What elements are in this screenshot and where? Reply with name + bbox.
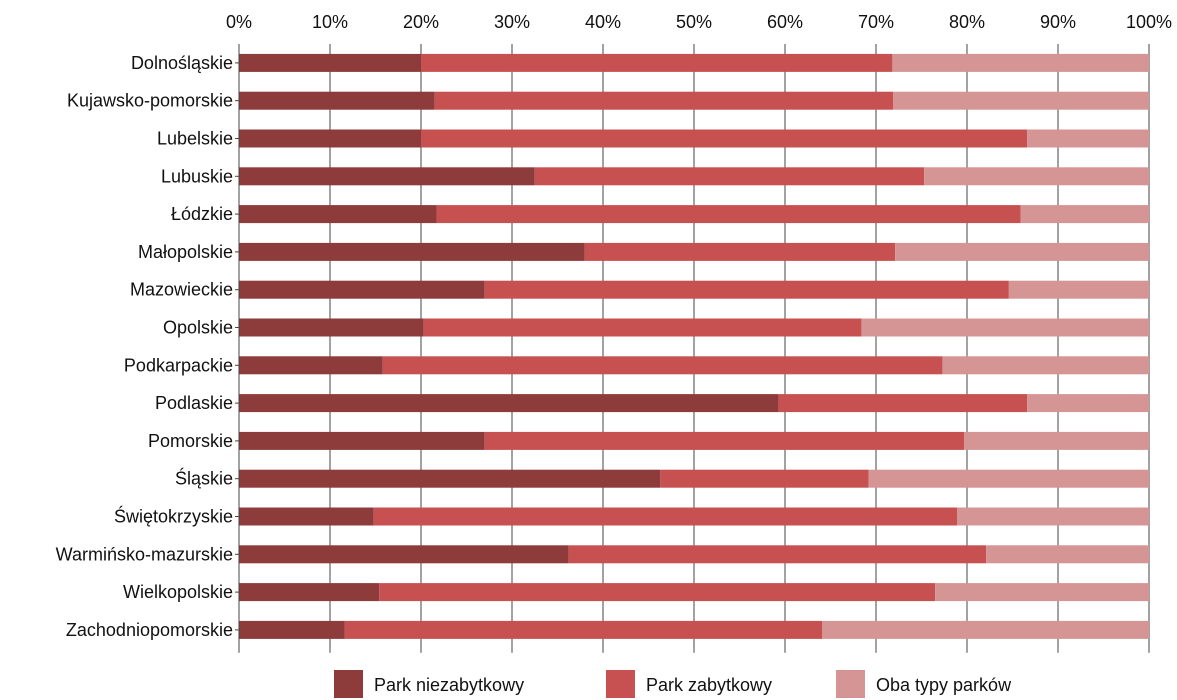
bar-segment	[239, 53, 421, 72]
category-label: Dolnośląskie	[131, 53, 233, 73]
bar-segment	[239, 167, 535, 186]
bar-segment	[956, 507, 1149, 526]
bars	[239, 53, 1149, 639]
x-tick-label: 60%	[767, 12, 803, 32]
category-label: Mazowieckie	[130, 280, 233, 300]
bar-segment	[1027, 394, 1149, 413]
bar-segment	[986, 545, 1149, 564]
bar-segment	[239, 583, 380, 602]
category-label: Świętokrzyskie	[114, 506, 233, 527]
bar-segment	[778, 394, 1028, 413]
bar-segment	[239, 620, 345, 639]
bar-segment	[935, 583, 1149, 602]
x-tick-label: 80%	[949, 12, 985, 32]
legend-swatch	[334, 670, 363, 698]
category-label: Łódzkie	[171, 204, 233, 224]
x-tick-label: 50%	[676, 12, 712, 32]
bar-segment	[1020, 205, 1149, 224]
x-tick-labels: 0% 10% 20% 30% 40% 50% 60% 70% 80% 90% 100%	[226, 12, 1172, 32]
bar-segment	[1027, 129, 1149, 148]
bar-segment	[822, 620, 1149, 639]
category-label: Warmińsko-mazurskie	[56, 544, 233, 564]
bar-segment	[484, 280, 1009, 299]
x-tick-label: 30%	[494, 12, 530, 32]
legend-label: Park zabytkowy	[646, 675, 772, 695]
bar-segment	[584, 242, 896, 261]
category-label: Zachodniopomorskie	[66, 620, 233, 640]
bar-segment	[239, 507, 374, 526]
bar-segment	[379, 583, 936, 602]
category-label: Podkarpackie	[124, 355, 233, 375]
bar-segment	[239, 318, 424, 337]
bar-segment	[434, 91, 894, 110]
bar-segment	[893, 91, 1149, 110]
category-labels: Dolnośląskie Kujawsko-pomorskie Lubelskie L…	[56, 53, 233, 640]
bar-segment	[924, 167, 1149, 186]
legend: Park niezabytkowy Park zabytkowy Oba typy …	[334, 670, 1012, 698]
bar-segment	[344, 620, 823, 639]
x-tick-label: 20%	[403, 12, 439, 32]
bar-segment	[239, 356, 383, 375]
legend-swatch	[836, 670, 865, 698]
bar-segment	[373, 507, 957, 526]
bar-segment	[423, 318, 862, 337]
bar-segment	[568, 545, 987, 564]
x-tick-label: 40%	[585, 12, 621, 32]
bar-segment	[942, 356, 1149, 375]
bar-segment	[421, 129, 1028, 148]
bar-segment	[239, 205, 437, 224]
bar-segment	[239, 431, 485, 450]
category-label: Małopolskie	[138, 242, 233, 262]
bar-segment	[239, 242, 585, 261]
bar-segment	[239, 545, 569, 564]
bar-segment	[861, 318, 1149, 337]
bar-segment	[868, 469, 1149, 488]
bar-segment	[239, 91, 435, 110]
legend-label: Park niezabytkowy	[374, 675, 524, 695]
bar-segment	[239, 469, 661, 488]
category-label: Wielkopolskie	[123, 582, 233, 602]
bar-segment	[660, 469, 869, 488]
category-label: Lubuskie	[161, 166, 233, 186]
bar-segment	[1008, 280, 1149, 299]
category-label: Pomorskie	[148, 431, 233, 451]
bar-segment	[534, 167, 925, 186]
bar-segment	[484, 431, 965, 450]
bar-segment	[964, 431, 1149, 450]
x-tick-label: 100%	[1126, 12, 1172, 32]
category-label: Podlaskie	[155, 393, 233, 413]
category-label: Lubelskie	[157, 129, 233, 149]
category-label: Opolskie	[163, 318, 233, 338]
category-label: Śląskie	[175, 468, 233, 489]
bar-segment	[239, 394, 779, 413]
bar-segment	[892, 53, 1149, 72]
bar-segment	[436, 205, 1021, 224]
category-label: Kujawsko-pomorskie	[67, 91, 233, 111]
bar-segment	[895, 242, 1149, 261]
bar-segment	[239, 129, 421, 148]
x-tick-label: 90%	[1040, 12, 1076, 32]
bar-segment	[239, 280, 485, 299]
x-tick-label: 70%	[858, 12, 894, 32]
axes	[235, 44, 240, 649]
legend-swatch	[606, 670, 635, 698]
bar-segment	[421, 53, 893, 72]
x-tick-label: 10%	[312, 12, 348, 32]
x-tick-label: 0%	[226, 12, 252, 32]
bar-segment	[382, 356, 943, 375]
legend-label: Oba typy parków	[876, 675, 1012, 695]
